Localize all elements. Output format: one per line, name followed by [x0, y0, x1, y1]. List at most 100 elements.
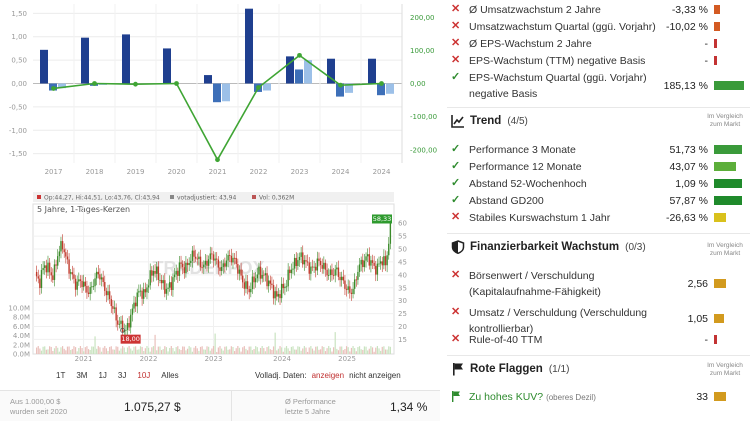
volume-bar [245, 348, 247, 354]
adjusted-show-link[interactable]: anzeigen [311, 371, 345, 380]
candle-body [388, 243, 390, 256]
adjusted-hide-link[interactable]: nicht anzeigen [349, 371, 401, 380]
vol-adj-swatch [170, 195, 174, 199]
criterion-label: Ø Umsatzwachstum 2 Jahre [469, 4, 601, 16]
volume-bar [259, 347, 262, 354]
candle-body [156, 266, 158, 274]
volume-bar [55, 346, 57, 354]
volume-bar [263, 348, 265, 354]
bar [368, 58, 376, 84]
candle-body [42, 267, 44, 271]
period-3j[interactable]: 3J [117, 371, 127, 380]
candle-body [78, 279, 80, 282]
period-3m[interactable]: 3M [76, 371, 88, 380]
volume-bar [104, 346, 106, 354]
candle-body [233, 257, 236, 259]
volume-bar [144, 348, 146, 354]
criterion-value: 185,13 % [663, 80, 708, 92]
candle-body [225, 260, 228, 267]
candle-body [240, 269, 242, 276]
criterion-value: - [704, 38, 709, 50]
section-count: (1/1) [548, 364, 570, 375]
price-tick-label: 60 [398, 220, 407, 228]
candle-body [324, 262, 327, 270]
criterion-label: Performance 12 Monate [469, 161, 582, 173]
growth-bar-chart: 1,50 1,00 0,50 0,00 -0,50 -1,00 -1,50 200,00 100… [9, 4, 437, 176]
period-alles[interactable]: Alles [161, 371, 179, 380]
criterion-value: 2,56 [687, 278, 708, 290]
low-price-label: 18,00 [121, 335, 140, 343]
bar [58, 83, 66, 89]
volume-bar [40, 350, 43, 354]
criterion-bar [714, 279, 726, 288]
candle-body [151, 270, 153, 276]
price-tick-label: 40 [398, 271, 407, 279]
candle-body [177, 270, 179, 276]
volume-bar [224, 346, 226, 354]
volume-bar [151, 347, 153, 354]
volume-bar [313, 350, 315, 354]
cross-icon: ✕ [451, 269, 461, 281]
price-candle-chart[interactable]: Op:44,27, Hi:44,51, Lo:43,76, Cl:43,94 vo… [0, 192, 440, 367]
low-price-marker [120, 327, 126, 333]
candle-body [248, 289, 250, 293]
candle-body [355, 279, 357, 281]
volume-bar [217, 347, 219, 354]
candle-body [232, 257, 234, 263]
volume-tick-label: 4.0M [13, 332, 30, 340]
volume-bar [216, 351, 218, 354]
candle-body [134, 302, 137, 307]
period-1j[interactable]: 1J [98, 371, 107, 380]
bar [377, 83, 385, 96]
period-10j[interactable]: 10J [137, 371, 151, 380]
candle-body [104, 282, 106, 291]
candle-body [126, 323, 129, 330]
candle-body [378, 263, 380, 265]
period-1t[interactable]: 1T [56, 371, 66, 380]
cross-icon: ✕ [451, 20, 461, 32]
section-flags-header: Rote Flaggen (1/1) Im Vergleich zum Markt [447, 360, 750, 380]
candle-body [332, 274, 335, 276]
criterion-bar [714, 5, 720, 14]
volume-tick-label: 2.0M [13, 341, 30, 349]
volume-bar [81, 348, 83, 354]
cross-icon: ✕ [451, 37, 461, 49]
divider [447, 107, 750, 108]
volume-bar [120, 348, 122, 354]
candle-body [254, 278, 257, 283]
candle-body [251, 276, 254, 289]
x-tick-label: 2023 [205, 355, 223, 363]
volume-bar [308, 347, 310, 354]
candle-body [45, 265, 48, 273]
flag-icon [453, 363, 463, 376]
vol-swatch [252, 195, 256, 199]
volume-bar [105, 348, 107, 354]
candle-body [193, 250, 195, 257]
volume-bar [143, 351, 145, 354]
volume-bar [225, 346, 228, 354]
volume-bar [307, 351, 309, 354]
y2-tick-label: -200,00 [410, 146, 437, 154]
criterion-value: 51,73 % [669, 144, 708, 156]
volume-bar [271, 349, 273, 354]
candle-body [264, 273, 267, 276]
y-tick-label: -1,00 [9, 127, 27, 135]
candle-body [363, 260, 366, 268]
candle-body [293, 257, 296, 269]
shield-icon [451, 240, 465, 254]
check-icon: ✓ [451, 160, 461, 172]
volume-bar [300, 350, 302, 354]
criterion-label: Börsenwert / Verschuldung (Kapitalaufnah… [469, 270, 601, 298]
candle-body [73, 274, 75, 279]
candle-body [230, 255, 233, 263]
volume-bar [295, 349, 297, 354]
volume-bar [164, 346, 166, 354]
candle-body [141, 290, 143, 299]
candle-body [185, 262, 187, 274]
candle-body [207, 259, 210, 266]
volume-bar [274, 332, 276, 354]
volume-bar [243, 346, 245, 354]
criterion-bar [714, 81, 744, 90]
candle-body [199, 256, 202, 268]
volume-bar [196, 348, 198, 354]
